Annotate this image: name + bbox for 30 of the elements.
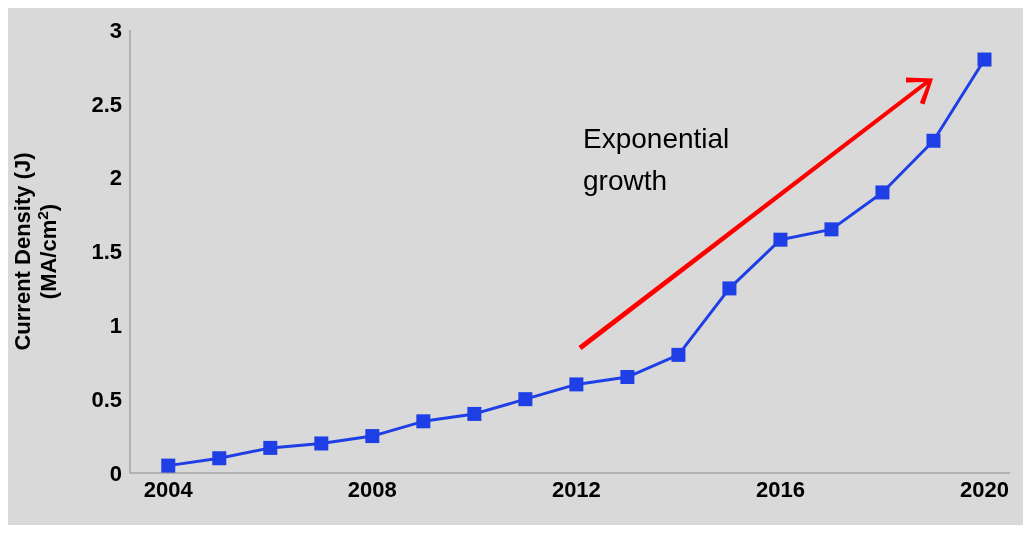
x-tick-label: 2004	[143, 476, 194, 502]
point	[824, 222, 839, 237]
annotation: Exponential growth	[583, 122, 731, 198]
y-tick-label: 1.5	[91, 239, 122, 265]
x-tick-label: 2020	[960, 476, 1009, 502]
y-tick-label: 2	[109, 165, 122, 191]
point	[518, 392, 533, 407]
point	[416, 414, 431, 429]
point	[977, 52, 992, 67]
x-tick-label: 2012	[551, 476, 601, 502]
point	[263, 440, 278, 455]
point	[314, 436, 329, 451]
point	[212, 451, 227, 466]
point	[926, 133, 941, 148]
x-tick-label: 2008	[347, 476, 397, 502]
y-tick-label: 0.5	[91, 386, 122, 412]
point	[569, 377, 584, 392]
point	[467, 406, 482, 421]
y-tick-label: 2.5	[91, 91, 122, 117]
x-tick-label: 2016	[755, 476, 805, 502]
point	[671, 347, 686, 362]
point	[161, 458, 176, 473]
point	[620, 370, 635, 385]
point	[365, 429, 380, 444]
y-tick-label: 1	[109, 313, 122, 339]
point	[875, 185, 890, 200]
point	[722, 281, 737, 296]
point	[773, 232, 788, 247]
y-tick-label: 0	[109, 460, 122, 486]
y-tick-label: 3	[109, 17, 122, 43]
